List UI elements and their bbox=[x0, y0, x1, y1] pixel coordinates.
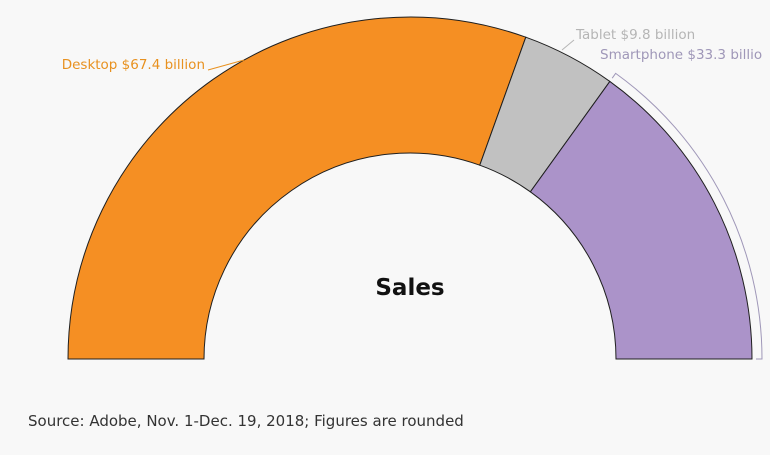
slice-label-desktop: Desktop $67.4 billion bbox=[62, 57, 205, 73]
leader-line-tablet bbox=[561, 39, 575, 51]
slice-label-tablet: Tablet $9.8 billion bbox=[575, 27, 695, 43]
source-note: Source: Adobe, Nov. 1-Dec. 19, 2018; Fig… bbox=[28, 412, 464, 430]
leader-line-desktop bbox=[207, 59, 245, 71]
leader-bracket-smartphone bbox=[611, 72, 763, 360]
slice-desktop bbox=[67, 16, 527, 360]
chart-center-title: Sales bbox=[375, 275, 444, 301]
slice-label-smartphone: Smartphone $33.3 billio bbox=[600, 47, 762, 63]
labels-layer: Desktop $67.4 billion Tablet $9.8 billion… bbox=[62, 27, 763, 360]
slices-layer bbox=[67, 16, 753, 360]
slice-smartphone bbox=[529, 80, 753, 360]
